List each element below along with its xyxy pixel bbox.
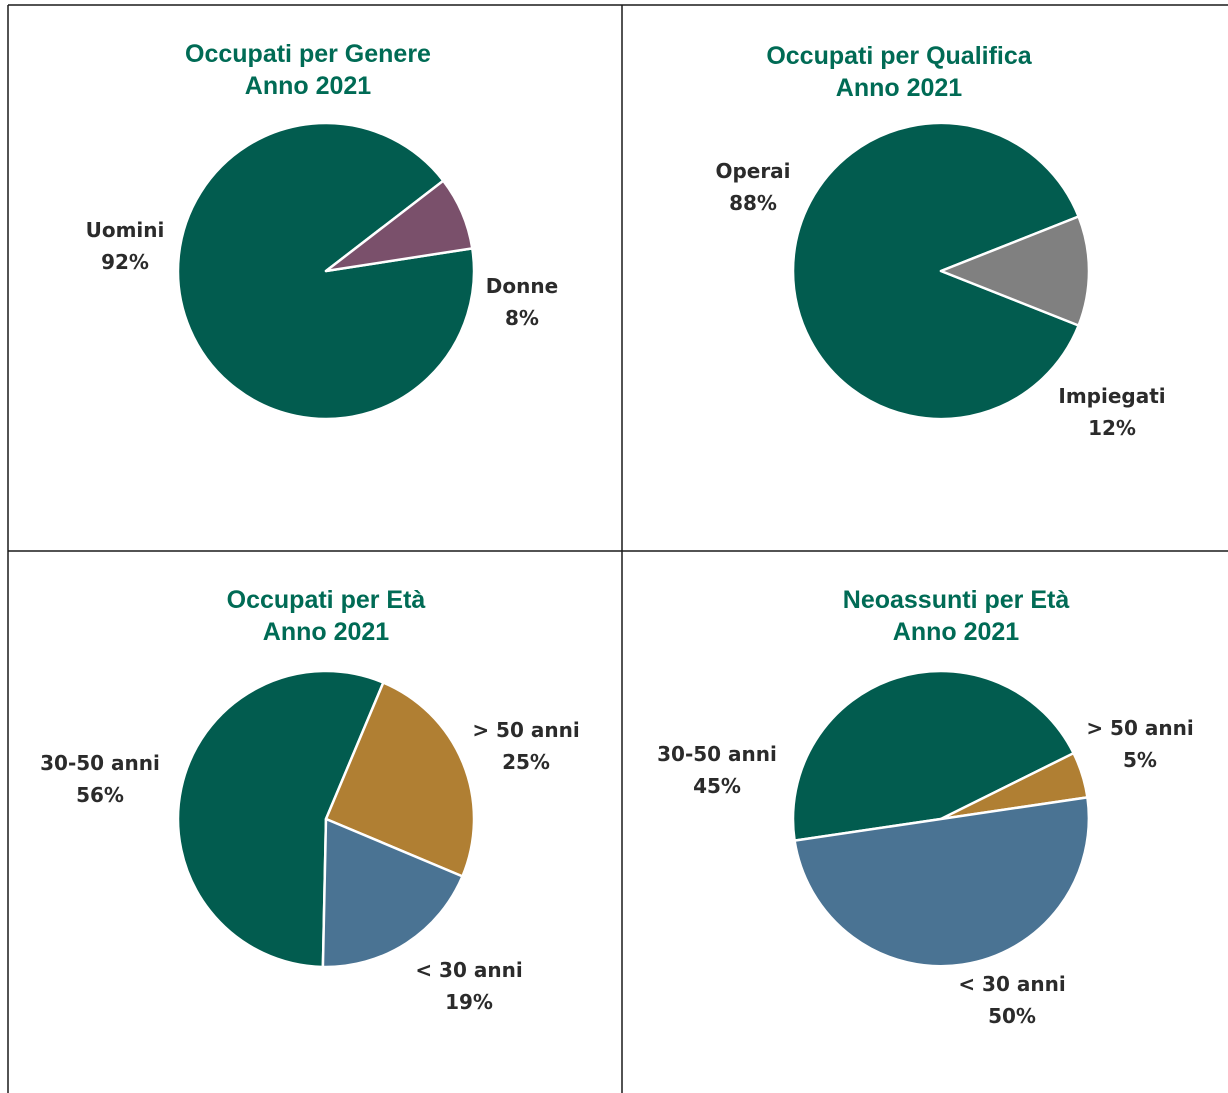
panel-borders [7, 4, 1228, 1093]
pie-slice [793, 796, 1091, 968]
slice-name-label: < 30 anni [415, 958, 522, 982]
slice-value-label: 25% [502, 750, 550, 774]
chart-subtitle: Anno 2021 [836, 74, 963, 102]
slice-value-label: 8% [505, 306, 539, 330]
slice-value-label: 19% [445, 990, 493, 1014]
slice-value-label: 12% [1088, 416, 1136, 440]
pie-chart-panel: Occupati per Qualifica Anno 2021 Operai 88%… [715, 42, 1165, 440]
pie-chart-panel: Neoassunti per Età Anno 2021 30-50 anni 45%… [657, 586, 1194, 1028]
slice-value-label: 45% [693, 774, 741, 798]
chart-title: Occupati per Età [227, 586, 426, 614]
pie-slice [791, 669, 1075, 842]
pie-chart-panel: Occupati per Età Anno 2021 30-50 anni 56% > … [40, 586, 580, 1014]
pie-slice [324, 681, 476, 878]
chart-subtitle: Anno 2021 [893, 618, 1020, 646]
slice-value-label: 50% [988, 1004, 1036, 1028]
pie-slice [324, 179, 474, 273]
slice-name-label: Uomini [86, 218, 165, 242]
slice-name-label: < 30 anni [958, 972, 1065, 996]
slice-value-label: 56% [76, 783, 124, 807]
slice-name-label: Operai [715, 159, 790, 183]
pie-chart-panel: Occupati per Genere Anno 2021 Uomini 92% Don… [86, 40, 558, 421]
slice-value-label: 88% [729, 191, 777, 215]
pie-slice [791, 121, 1080, 421]
pie-slice [939, 215, 1091, 327]
slice-name-label: 30-50 anni [657, 742, 777, 766]
chart-subtitle: Anno 2021 [245, 72, 372, 100]
pie-slice [321, 817, 464, 969]
pie-slice [176, 669, 385, 969]
chart-title: Occupati per Genere [185, 40, 431, 68]
chart-subtitle: Anno 2021 [263, 618, 390, 646]
slice-value-label: 92% [101, 250, 149, 274]
slice-name-label: Impiegati [1058, 384, 1165, 408]
slice-value-label: 5% [1123, 748, 1157, 772]
chart-title: Neoassunti per Età [843, 586, 1070, 614]
slice-name-label: 30-50 anni [40, 751, 160, 775]
chart-title: Occupati per Qualifica [766, 42, 1032, 70]
slice-name-label: Donne [486, 274, 558, 298]
slice-name-label: > 50 anni [1086, 716, 1193, 740]
slice-name-label: > 50 anni [472, 718, 579, 742]
